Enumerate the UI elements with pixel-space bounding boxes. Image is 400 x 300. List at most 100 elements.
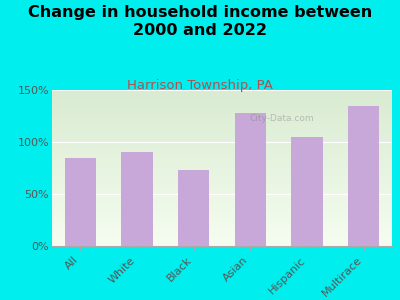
Bar [52,151,392,152]
Bar [52,216,392,218]
Bar [52,155,392,157]
Bar [52,145,392,146]
Bar [65,158,96,246]
Bar [52,173,392,174]
Bar [52,116,392,118]
Bar [52,176,392,177]
Bar [52,167,392,168]
Bar [52,237,392,238]
Bar [122,152,152,246]
Bar [52,208,392,210]
Bar [52,130,392,132]
Bar [52,138,392,140]
Text: Change in household income between
2000 and 2022: Change in household income between 2000 … [28,4,372,38]
Bar [52,207,392,208]
Bar [52,106,392,107]
Bar [52,229,392,230]
Bar [52,140,392,142]
Bar [52,103,392,104]
Bar [52,235,392,237]
Bar [52,104,392,106]
Bar [52,142,392,143]
Text: City-Data.com: City-Data.com [249,114,314,123]
Bar [178,170,209,246]
Bar [52,187,392,188]
Bar [52,223,392,224]
Bar [52,113,392,115]
Bar [52,137,392,138]
Bar [52,181,392,182]
Bar [52,221,392,223]
Bar [52,196,392,198]
Bar [52,233,392,235]
Bar [52,210,392,212]
Bar [52,128,392,129]
Bar [52,241,392,243]
Bar [52,92,392,93]
Bar [52,109,392,110]
Bar [52,110,392,112]
Bar [52,93,392,95]
Bar [52,212,392,213]
Bar [52,160,392,162]
Bar [52,206,392,207]
Bar [52,243,392,244]
Bar [52,118,392,120]
Bar [348,106,379,246]
Bar [52,201,392,202]
Bar [52,115,392,116]
Bar [52,96,392,98]
Bar [52,227,392,229]
Bar [292,137,322,246]
Bar [52,135,392,137]
Bar [52,194,392,196]
Bar [52,112,392,113]
Bar [52,171,392,173]
Bar [52,98,392,99]
Bar [52,198,392,199]
Bar [52,174,392,176]
Bar [52,179,392,181]
Bar [52,168,392,170]
Bar [52,95,392,96]
Bar [52,90,392,92]
Bar [52,213,392,215]
Bar [52,244,392,246]
Bar [52,146,392,148]
Bar [52,188,392,190]
Bar [52,121,392,123]
Bar [52,162,392,163]
Bar [52,218,392,220]
Bar [52,169,392,171]
Bar [52,190,392,191]
Bar [52,232,392,233]
Bar [52,152,392,154]
Bar [52,238,392,240]
Bar [52,163,392,165]
Bar [52,193,392,194]
Bar [52,182,392,184]
Bar [52,159,392,160]
Bar [52,199,392,201]
Bar [52,148,392,149]
Bar [52,165,392,166]
Bar [52,202,392,204]
Bar [52,204,392,206]
Bar [52,123,392,124]
Bar [52,154,392,155]
Bar [52,215,392,216]
Bar [52,101,392,103]
Bar [52,184,392,185]
Bar [52,230,392,232]
Bar [52,177,392,179]
Bar [52,99,392,101]
Text: Harrison Township, PA: Harrison Township, PA [127,80,273,92]
Bar [52,185,392,187]
Bar [52,157,392,159]
Bar [52,143,392,145]
Bar [52,134,392,135]
Bar [235,113,266,246]
Bar [52,120,392,121]
Bar [52,226,392,227]
Bar [52,240,392,241]
